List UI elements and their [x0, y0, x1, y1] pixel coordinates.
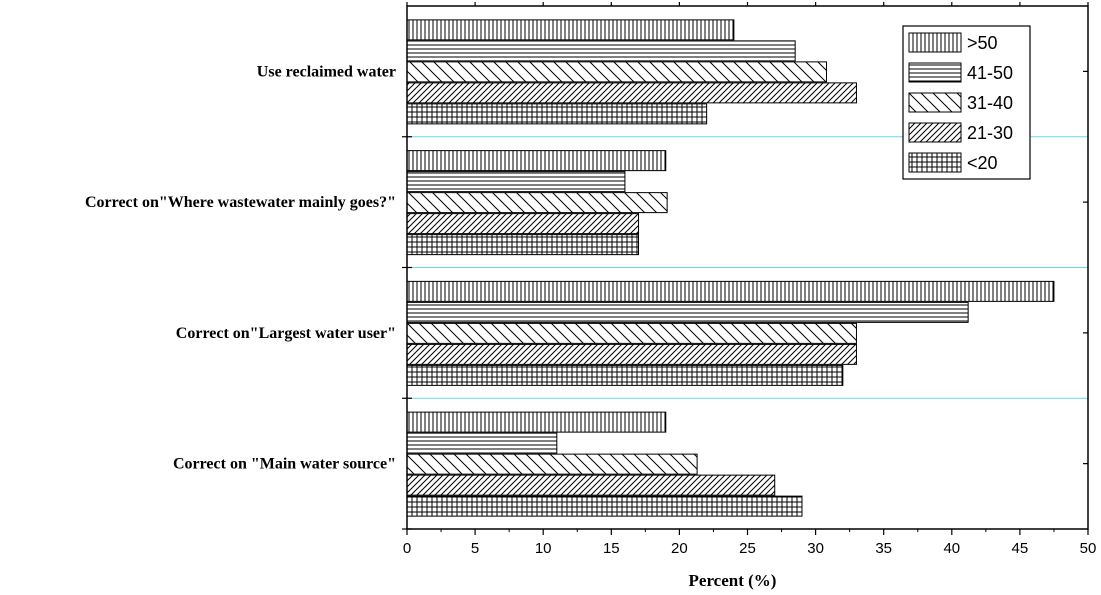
- axes-layer: Correct on "Main water source" Correct on…: [85, 2, 1096, 590]
- x-tick-label: 5: [471, 540, 479, 557]
- legend-swatch-31-40: [908, 92, 962, 113]
- x-tick-label: 45: [1012, 540, 1029, 557]
- legend-swatch-41-50: [908, 62, 962, 83]
- legend-label: 21-30: [967, 123, 1013, 143]
- bar->50-2: [406, 150, 667, 172]
- bar-41-50-1: [406, 301, 969, 323]
- x-tick-label: 35: [875, 540, 892, 557]
- x-tick-label: 40: [943, 540, 960, 557]
- legend-swatch->50: [908, 32, 962, 53]
- bar-<20-0: [406, 495, 803, 517]
- bar-21-30-1: [406, 343, 857, 365]
- category-label: Correct on "Main water source": [173, 456, 396, 473]
- bar->50-1: [406, 280, 1055, 302]
- bar->50-3: [406, 19, 735, 41]
- category-label: Correct on"Where wastewater mainly goes?…: [85, 194, 396, 211]
- x-tick-label: 10: [535, 540, 552, 557]
- bar-41-50-0: [406, 432, 558, 454]
- bar-31-40-0: [406, 453, 698, 475]
- x-tick-label: 50: [1080, 540, 1097, 557]
- bar-41-50-3: [406, 40, 796, 62]
- bar-<20-1: [406, 364, 844, 386]
- category-label: Correct on"Largest water user": [176, 325, 396, 342]
- legend-swatch-21-30: [908, 122, 962, 143]
- bar-31-40-1: [406, 322, 857, 344]
- legend-label: >50: [967, 33, 998, 53]
- bar->50-0: [406, 411, 667, 433]
- legend-swatch-<20: [908, 152, 962, 173]
- bar-31-40-2: [406, 192, 668, 214]
- x-tick-label: 30: [807, 540, 824, 557]
- legend: >50 41-50 31-40 21-30 <20: [902, 25, 1031, 180]
- legend-label: 41-50: [967, 63, 1013, 83]
- x-tick-label: 15: [603, 540, 620, 557]
- category-label: Use reclaimed water: [257, 63, 396, 80]
- bar-41-50-2: [406, 171, 626, 193]
- bar-<20-3: [406, 103, 708, 125]
- x-tick-label: 20: [671, 540, 688, 557]
- legend-label: <20: [967, 153, 998, 173]
- x-tick-label: 25: [739, 540, 756, 557]
- x-axis-title: Percent (%): [689, 571, 777, 590]
- bar-21-30-3: [406, 82, 857, 104]
- bar-21-30-0: [406, 474, 776, 496]
- x-tick-label: 0: [403, 540, 411, 557]
- legend-label: 31-40: [967, 93, 1013, 113]
- bar-<20-2: [406, 234, 640, 256]
- bar-31-40-3: [406, 61, 827, 83]
- bar-21-30-2: [406, 213, 640, 235]
